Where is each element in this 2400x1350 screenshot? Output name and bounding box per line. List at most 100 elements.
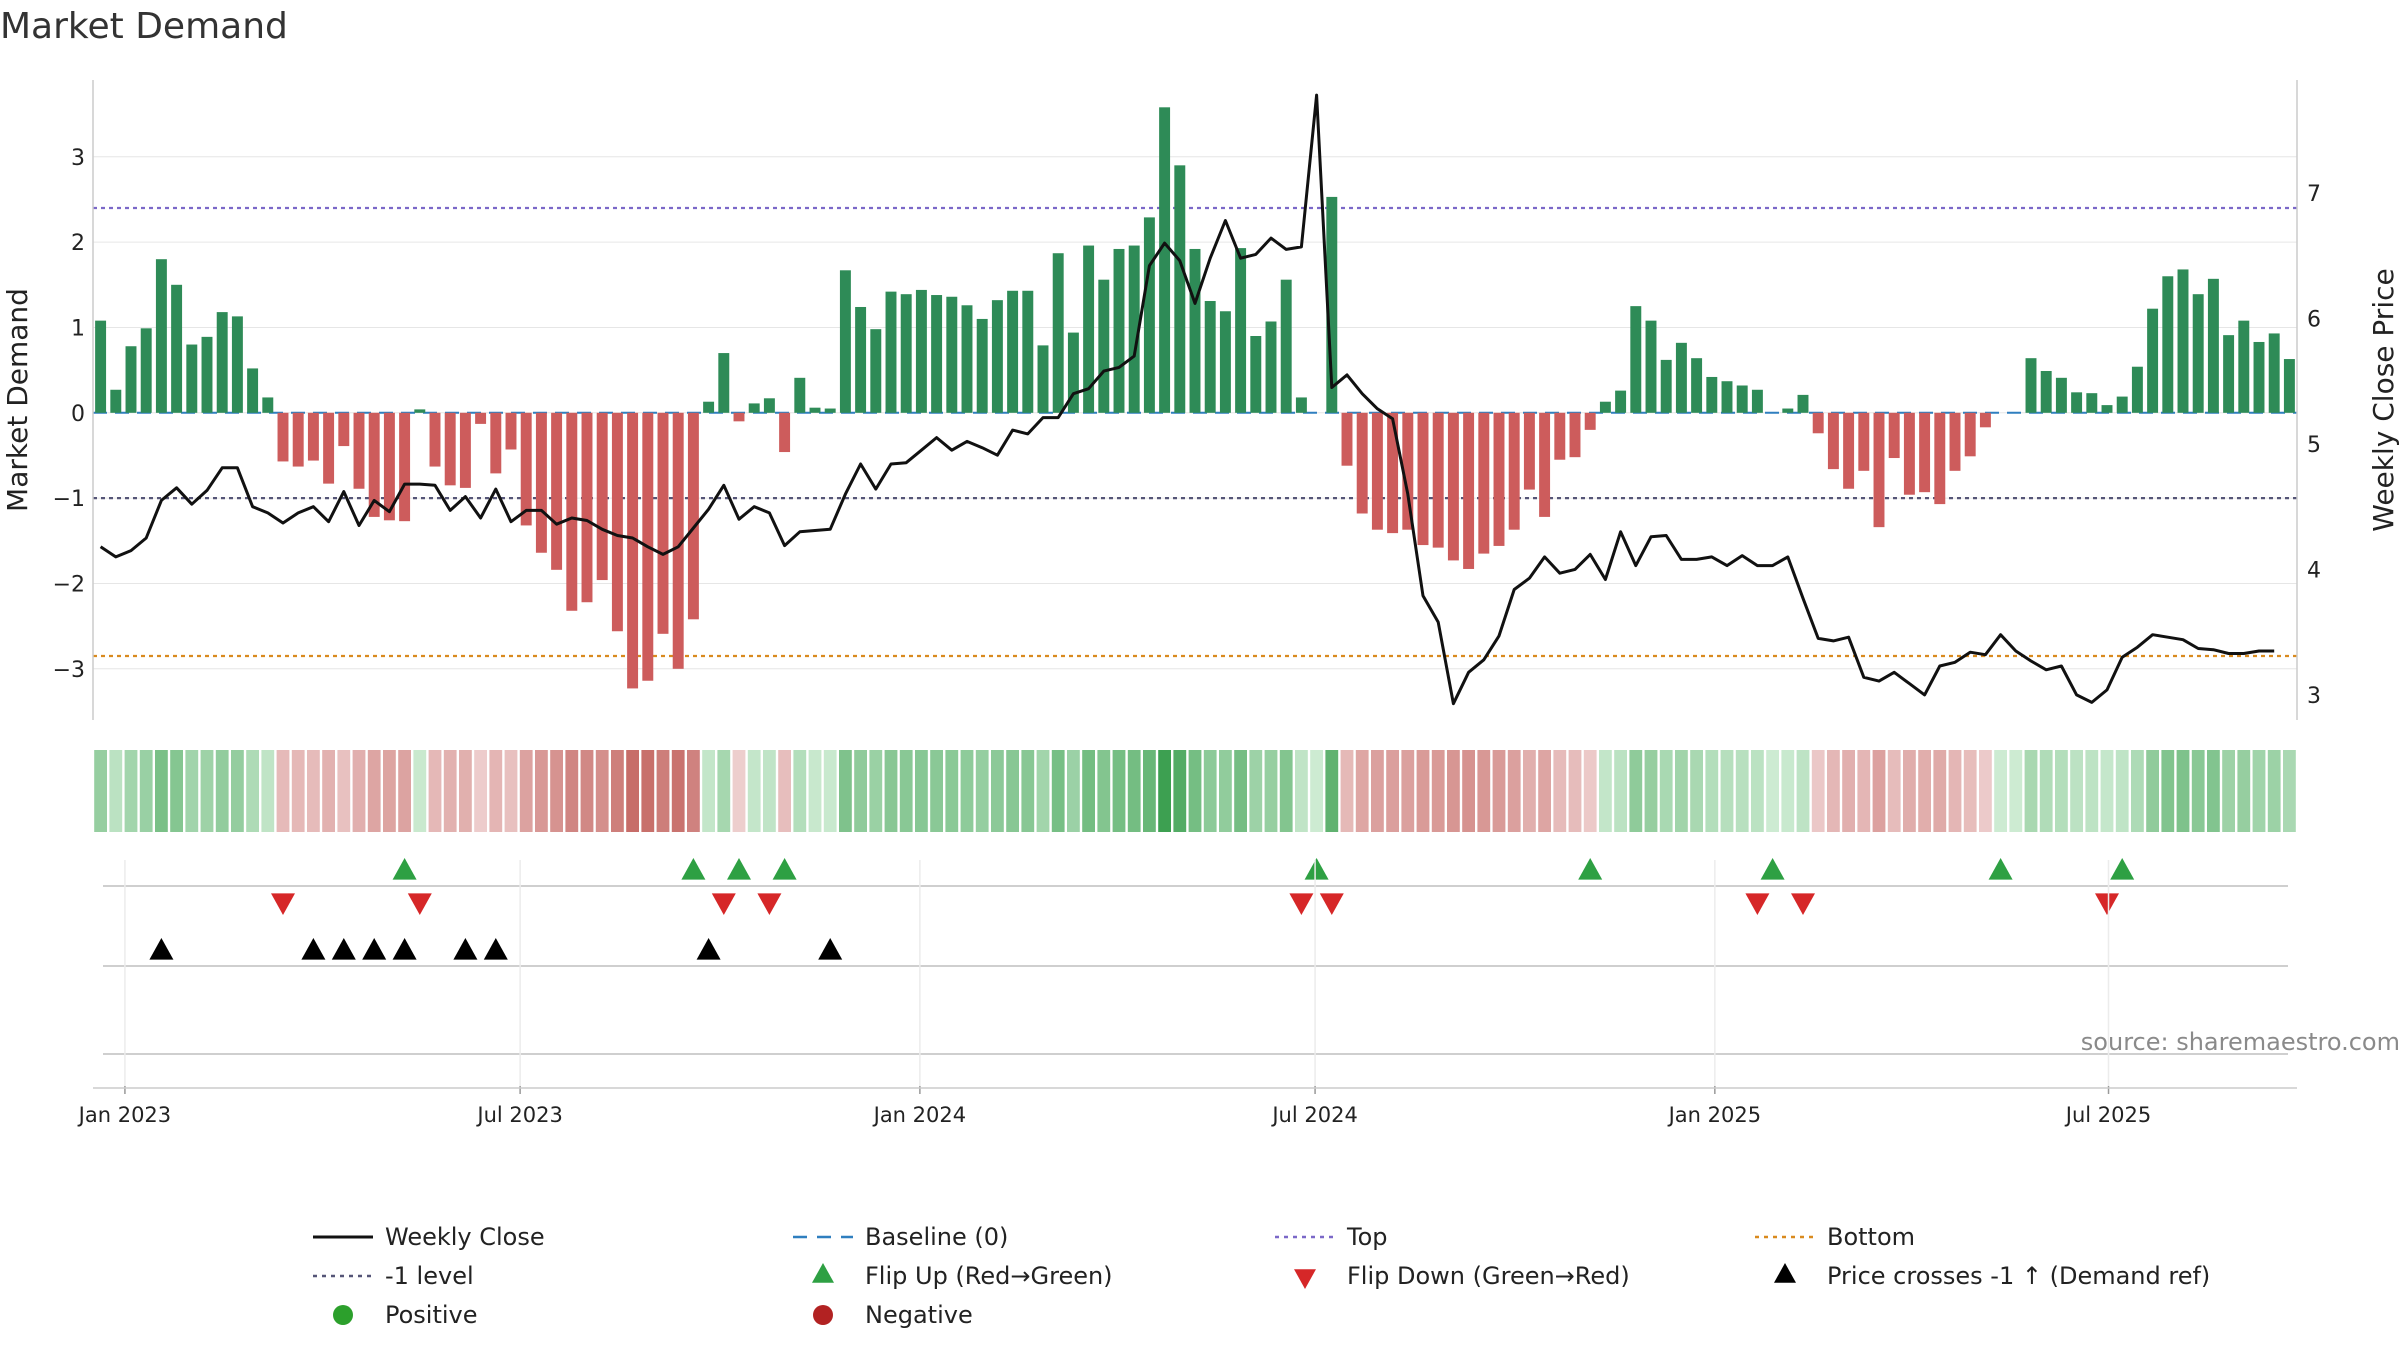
x-tick-label: Jul 2025 xyxy=(2064,1103,2151,1127)
heat-cell xyxy=(1614,750,1627,832)
heat-cell xyxy=(899,750,913,832)
heat-cell xyxy=(1675,750,1688,832)
legend-item-baseline-0: Baseline (0) xyxy=(793,1223,1008,1251)
demand-bar xyxy=(1007,290,1019,413)
demand-bar xyxy=(1143,217,1155,413)
heat-cell xyxy=(2024,750,2038,832)
price-cross-marker xyxy=(483,938,508,960)
demand-bar xyxy=(748,403,760,413)
legend-label: Baseline (0) xyxy=(865,1223,1008,1251)
heat-cell xyxy=(1507,750,1521,832)
demand-bar xyxy=(931,295,943,413)
heat-cell xyxy=(1918,750,1931,832)
heat-cell xyxy=(763,750,776,832)
demand-bar xyxy=(2253,341,2265,413)
heat-cell xyxy=(2009,750,2023,832)
heat-cell xyxy=(1416,750,1430,832)
heat-cell xyxy=(1492,750,1506,832)
demand-bar xyxy=(1645,320,1657,413)
x-tick-label: Jan 2025 xyxy=(1667,1103,1762,1127)
demand-heat-strip xyxy=(94,750,2296,832)
demand-bar xyxy=(839,270,851,413)
heat-cell xyxy=(398,750,411,832)
heat-cell xyxy=(717,750,731,832)
demand-bar xyxy=(1083,245,1095,413)
legend-item-top: Top xyxy=(1275,1223,1388,1251)
demand-bar xyxy=(323,412,335,484)
heat-cell xyxy=(1781,750,1795,832)
demand-bar xyxy=(1493,412,1505,546)
heat-cell xyxy=(2237,750,2251,832)
demand-bar xyxy=(1873,412,1885,528)
flip-up-marker xyxy=(727,858,751,880)
demand-bar xyxy=(763,398,775,413)
heat-cell xyxy=(580,750,594,832)
demand-bar xyxy=(1584,412,1596,430)
y-tick-label: −2 xyxy=(53,572,85,597)
heat-cell xyxy=(1933,750,1947,832)
legend-label: Positive xyxy=(385,1301,478,1329)
price-cross-marker xyxy=(331,938,356,960)
demand-bar xyxy=(338,412,350,447)
heat-cell xyxy=(945,750,959,832)
heat-cell xyxy=(1796,750,1810,832)
flip-up-marker xyxy=(1304,858,1329,880)
demand-bar xyxy=(809,407,821,413)
demand-bar xyxy=(611,412,623,632)
demand-bar xyxy=(1827,412,1839,470)
demand-bar xyxy=(2147,308,2159,413)
demand-bar xyxy=(2207,278,2219,413)
demand-bar xyxy=(1098,279,1110,413)
demand-bar xyxy=(1949,412,1961,471)
y2-tick-label: 4 xyxy=(2307,558,2321,583)
demand-bar xyxy=(1721,381,1733,413)
heat-cell xyxy=(595,750,609,832)
heat-cell xyxy=(1082,750,1095,832)
x-tick-label: Jul 2023 xyxy=(475,1103,562,1127)
demand-bar xyxy=(399,412,411,522)
heat-cell xyxy=(1903,750,1916,832)
demand-bar xyxy=(733,412,745,422)
price-cross-marker xyxy=(696,938,721,960)
demand-bars xyxy=(95,107,2295,689)
demand-bar xyxy=(110,389,122,413)
demand-bar xyxy=(946,296,958,413)
price-cross-marker xyxy=(453,938,478,960)
demand-bar xyxy=(566,412,578,611)
demand-bar xyxy=(1113,248,1125,413)
heat-cell xyxy=(656,750,670,832)
demand-bar xyxy=(2025,358,2037,413)
heat-cell xyxy=(170,750,183,832)
heat-cell xyxy=(109,750,123,832)
demand-bar xyxy=(1402,412,1414,530)
demand-bar xyxy=(1067,332,1079,413)
y2-tick-label: 5 xyxy=(2307,433,2321,458)
heat-cell xyxy=(1477,750,1491,832)
demand-bar xyxy=(2055,377,2067,413)
demand-bar xyxy=(277,412,289,462)
demand-bar xyxy=(216,312,228,413)
demand-bar xyxy=(2131,366,2143,413)
heat-cell xyxy=(1568,750,1582,832)
price-cross-marker xyxy=(818,938,843,960)
demand-bar xyxy=(1052,253,1064,413)
heat-cell xyxy=(2070,750,2083,832)
heat-cell xyxy=(823,750,837,832)
demand-bar xyxy=(1858,412,1870,471)
demand-bar xyxy=(125,346,137,413)
heat-cell xyxy=(1173,750,1187,832)
heat-cell xyxy=(854,750,867,832)
heat-cell xyxy=(124,750,138,832)
heat-cell xyxy=(1872,750,1886,832)
y2-axis-label: Weekly Close Price xyxy=(2367,268,2400,531)
legend-swatch xyxy=(813,1305,833,1325)
heat-cell xyxy=(702,750,715,832)
y-tick-label: 3 xyxy=(71,146,85,171)
flip-down-marker xyxy=(757,893,782,915)
demand-bar xyxy=(307,412,319,461)
heat-cell xyxy=(1705,750,1719,832)
legend-item-flip-up-red-green: Flip Up (Red→Green) xyxy=(812,1262,1113,1290)
price-series xyxy=(99,93,2275,706)
demand-bar xyxy=(368,412,380,517)
flip-down-marker xyxy=(2095,893,2119,915)
